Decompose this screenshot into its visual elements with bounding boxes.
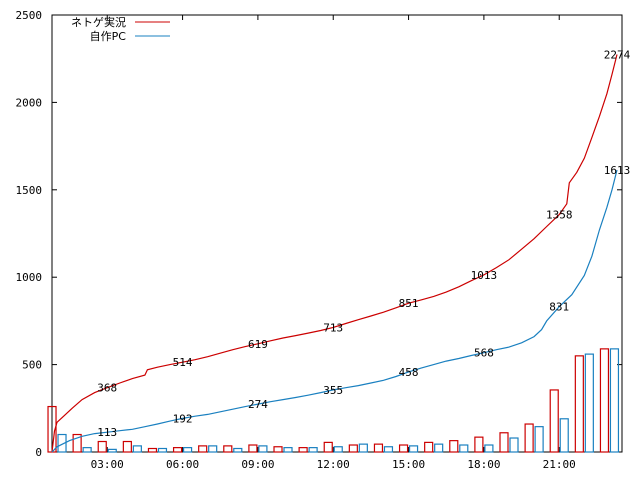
y-tick-label: 2500 [16,9,43,22]
data-label: 192 [173,412,193,425]
bar-series2 [57,433,67,453]
data-label: 113 [97,426,117,439]
cumulative-lines [51,54,618,453]
bar-series2 [584,353,594,453]
legend-label-series2: 自作PC [90,30,127,43]
bar-series1 [147,447,158,453]
bar-series2 [182,447,193,453]
x-tick-label: 09:00 [241,458,274,471]
legend: ネトゲ実況 自作PC [71,15,170,43]
series-line-1 [51,54,618,453]
y-tick-label: 1000 [16,271,43,284]
x-tick-label: 12:00 [317,458,350,471]
bar-series2 [383,446,394,453]
bar-series1 [298,447,308,453]
bar-series2 [132,445,142,453]
y-tick-label: 0 [35,446,42,459]
legend-label-series1: ネトゲ実況 [71,15,126,29]
data-label: 713 [323,321,343,334]
bar-series2 [609,348,620,453]
bar-series2 [459,444,469,453]
data-label: 1358 [546,209,573,222]
data-label: 1613 [604,164,631,177]
bar-series1 [599,348,610,453]
y-tick-label: 1500 [16,184,43,197]
bar-series2 [283,447,293,453]
bar-series2 [484,444,494,453]
bar-series2 [534,426,544,453]
data-label: 514 [173,356,193,369]
series-line-2 [51,169,618,453]
bar-series2 [233,447,243,453]
data-label: 274 [248,398,268,411]
bar-series1 [122,440,132,453]
y-tick-label: 500 [22,359,42,372]
bar-series2 [559,418,569,453]
bar-series1 [474,436,484,453]
data-label: 619 [248,338,268,351]
data-label: 851 [399,297,419,310]
bar-series1 [373,443,384,453]
bar-series1 [424,441,434,453]
bar-series2 [258,445,268,453]
data-label: 355 [323,384,343,397]
bar-series2 [509,437,519,453]
bar-series1 [499,432,509,453]
x-tick-label: 21:00 [543,458,576,471]
bar-series2 [434,443,444,453]
hourly-bars [47,348,620,453]
x-tick-label: 15:00 [392,458,425,471]
data-label: 1013 [471,269,498,282]
data-label: 368 [97,382,117,395]
bar-series2 [208,445,218,453]
bar-series1 [549,389,559,453]
bar-series2 [333,446,343,453]
bar-series2 [82,447,92,453]
bar-series1 [198,445,208,453]
bar-series1 [348,444,358,453]
bar-series1 [524,423,534,453]
bar-series2 [308,447,318,453]
bar-series1 [273,446,283,453]
bar-series2 [157,447,168,453]
y-axis: 0 500 1000 1500 2000 2500 [16,9,622,459]
x-tick-label: 03:00 [91,458,124,471]
bar-series2 [358,443,368,453]
bar-series1 [323,441,333,453]
x-axis: 03:00 06:00 09:00 12:00 15:00 18:00 21:00 [91,15,576,471]
bar-series1 [172,447,183,453]
bar-series1 [72,433,82,453]
data-label: 568 [474,347,494,360]
data-label: 458 [399,366,419,379]
data-labels: 368 514 619 713 851 1013 1358 2274 113 192 274 355 4… [97,49,630,440]
bar-series1 [574,355,584,453]
x-tick-label: 06:00 [166,458,199,471]
bar-series1 [449,440,459,453]
bar-series1 [223,445,233,453]
x-tick-label: 18:00 [467,458,500,471]
data-label: 831 [549,301,569,314]
y-tick-label: 2000 [16,96,43,109]
data-label: 2274 [604,49,631,62]
bar-series1 [398,444,409,453]
bar-series2 [408,445,419,453]
bar-series2 [107,448,117,453]
bar-series1 [97,440,107,453]
bar-series1 [248,444,258,453]
